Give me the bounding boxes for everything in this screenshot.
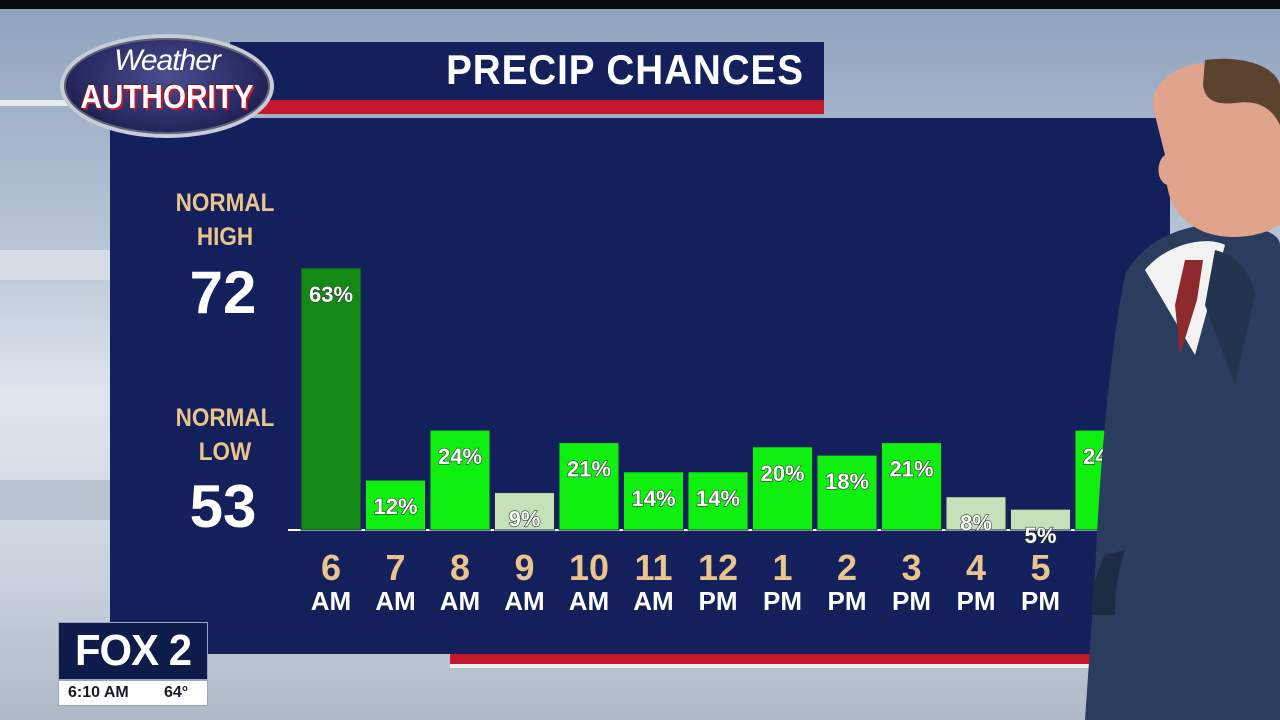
x-tick-hour: 10	[569, 547, 609, 588]
precip-bar	[945, 496, 1007, 531]
logo-badge	[60, 34, 274, 138]
normal-low-label-1: NORMAL	[175, 404, 275, 432]
bar-value-label: 5%	[1025, 523, 1057, 548]
x-tick-hour: 2	[837, 547, 857, 588]
x-tick-hour: 11	[634, 547, 672, 588]
x-tick-hour: 9	[514, 547, 534, 588]
presenter-figure	[1085, 58, 1280, 720]
bar-value-label: 20%	[760, 461, 804, 486]
left-stripe	[0, 480, 112, 520]
logo-text-authority: AUTHORITY	[80, 78, 254, 115]
station-logo-box	[58, 622, 208, 680]
bar-value-label: 14%	[696, 486, 740, 511]
x-tick-period: PM	[892, 586, 931, 616]
precip-bar	[429, 429, 491, 531]
bar-value-label: 21%	[567, 457, 611, 482]
bar-value-label: 9%	[509, 507, 541, 532]
x-tick-period: AM	[375, 586, 415, 616]
precip-bar	[365, 479, 426, 531]
x-tick-hour: 6	[321, 547, 341, 588]
bar-value-label: 14%	[631, 486, 675, 511]
precip-bar	[687, 471, 749, 531]
station-info-strip	[58, 680, 208, 706]
top-letterbox-bar	[0, 0, 1280, 9]
chart-panel	[110, 118, 1170, 654]
normal-high-value: 72	[189, 259, 257, 326]
precip-bar	[881, 442, 942, 531]
x-tick-period: PM	[1021, 586, 1060, 616]
bar-value-label: 12%	[373, 494, 417, 519]
left-stripe	[0, 100, 112, 106]
precip-bar	[816, 454, 878, 531]
normal-high-label-2: HIGH	[196, 223, 254, 251]
x-tick-hour: 12	[698, 547, 738, 588]
current-temperature: 64°	[164, 684, 189, 701]
bottom-white-line	[450, 664, 1170, 668]
normal-low-value: 53	[189, 473, 257, 540]
bar-value-label: 8%	[960, 511, 992, 536]
bottom-red-bar	[450, 654, 1170, 664]
x-tick-hour: 5	[1030, 547, 1050, 588]
x-tick-period: AM	[569, 586, 609, 616]
x-tick-hour: 7	[385, 547, 405, 588]
logo-text-weather: Weather	[114, 44, 221, 77]
precip-bar	[494, 492, 555, 531]
x-tick-period: AM	[504, 586, 544, 616]
x-tick-period: PM	[828, 586, 867, 616]
x-tick-period: AM	[311, 586, 351, 616]
x-tick-hour: 4	[966, 547, 986, 588]
precip-bar	[623, 471, 684, 531]
bar-value-label: 63%	[309, 282, 353, 307]
x-tick-period: AM	[633, 586, 673, 616]
current-time: 6:10 AM	[68, 684, 129, 701]
x-tick-hour: 8	[450, 547, 470, 588]
page-title: PRECIP CHANCES	[446, 46, 804, 93]
x-tick-hour: 1	[772, 547, 792, 588]
normal-low-label-2: LOW	[198, 438, 252, 466]
weather-authority-logo: Weather AUTHORITY	[60, 34, 274, 138]
precip-bar	[300, 267, 362, 531]
x-tick-hour: 3	[901, 547, 921, 588]
x-tick-period: PM	[957, 586, 996, 616]
bar-value-label: 24%	[438, 444, 482, 469]
precip-bar	[752, 446, 813, 531]
left-stripe	[0, 250, 112, 280]
x-tick-period: AM	[440, 586, 480, 616]
station-logo-text: FOX 2	[74, 626, 192, 675]
title-underline	[230, 100, 824, 114]
bar-value-label: 21%	[889, 457, 933, 482]
normal-high-label-1: NORMAL	[175, 189, 275, 217]
x-tick-period: PM	[699, 586, 738, 616]
title-bar	[230, 42, 824, 100]
station-bug: FOX 2 6:10 AM 64°	[58, 622, 208, 706]
x-tick-period: PM	[763, 586, 802, 616]
bar-value-label: 18%	[825, 469, 869, 494]
precip-bar	[558, 442, 620, 531]
precip-bar	[1010, 508, 1071, 531]
